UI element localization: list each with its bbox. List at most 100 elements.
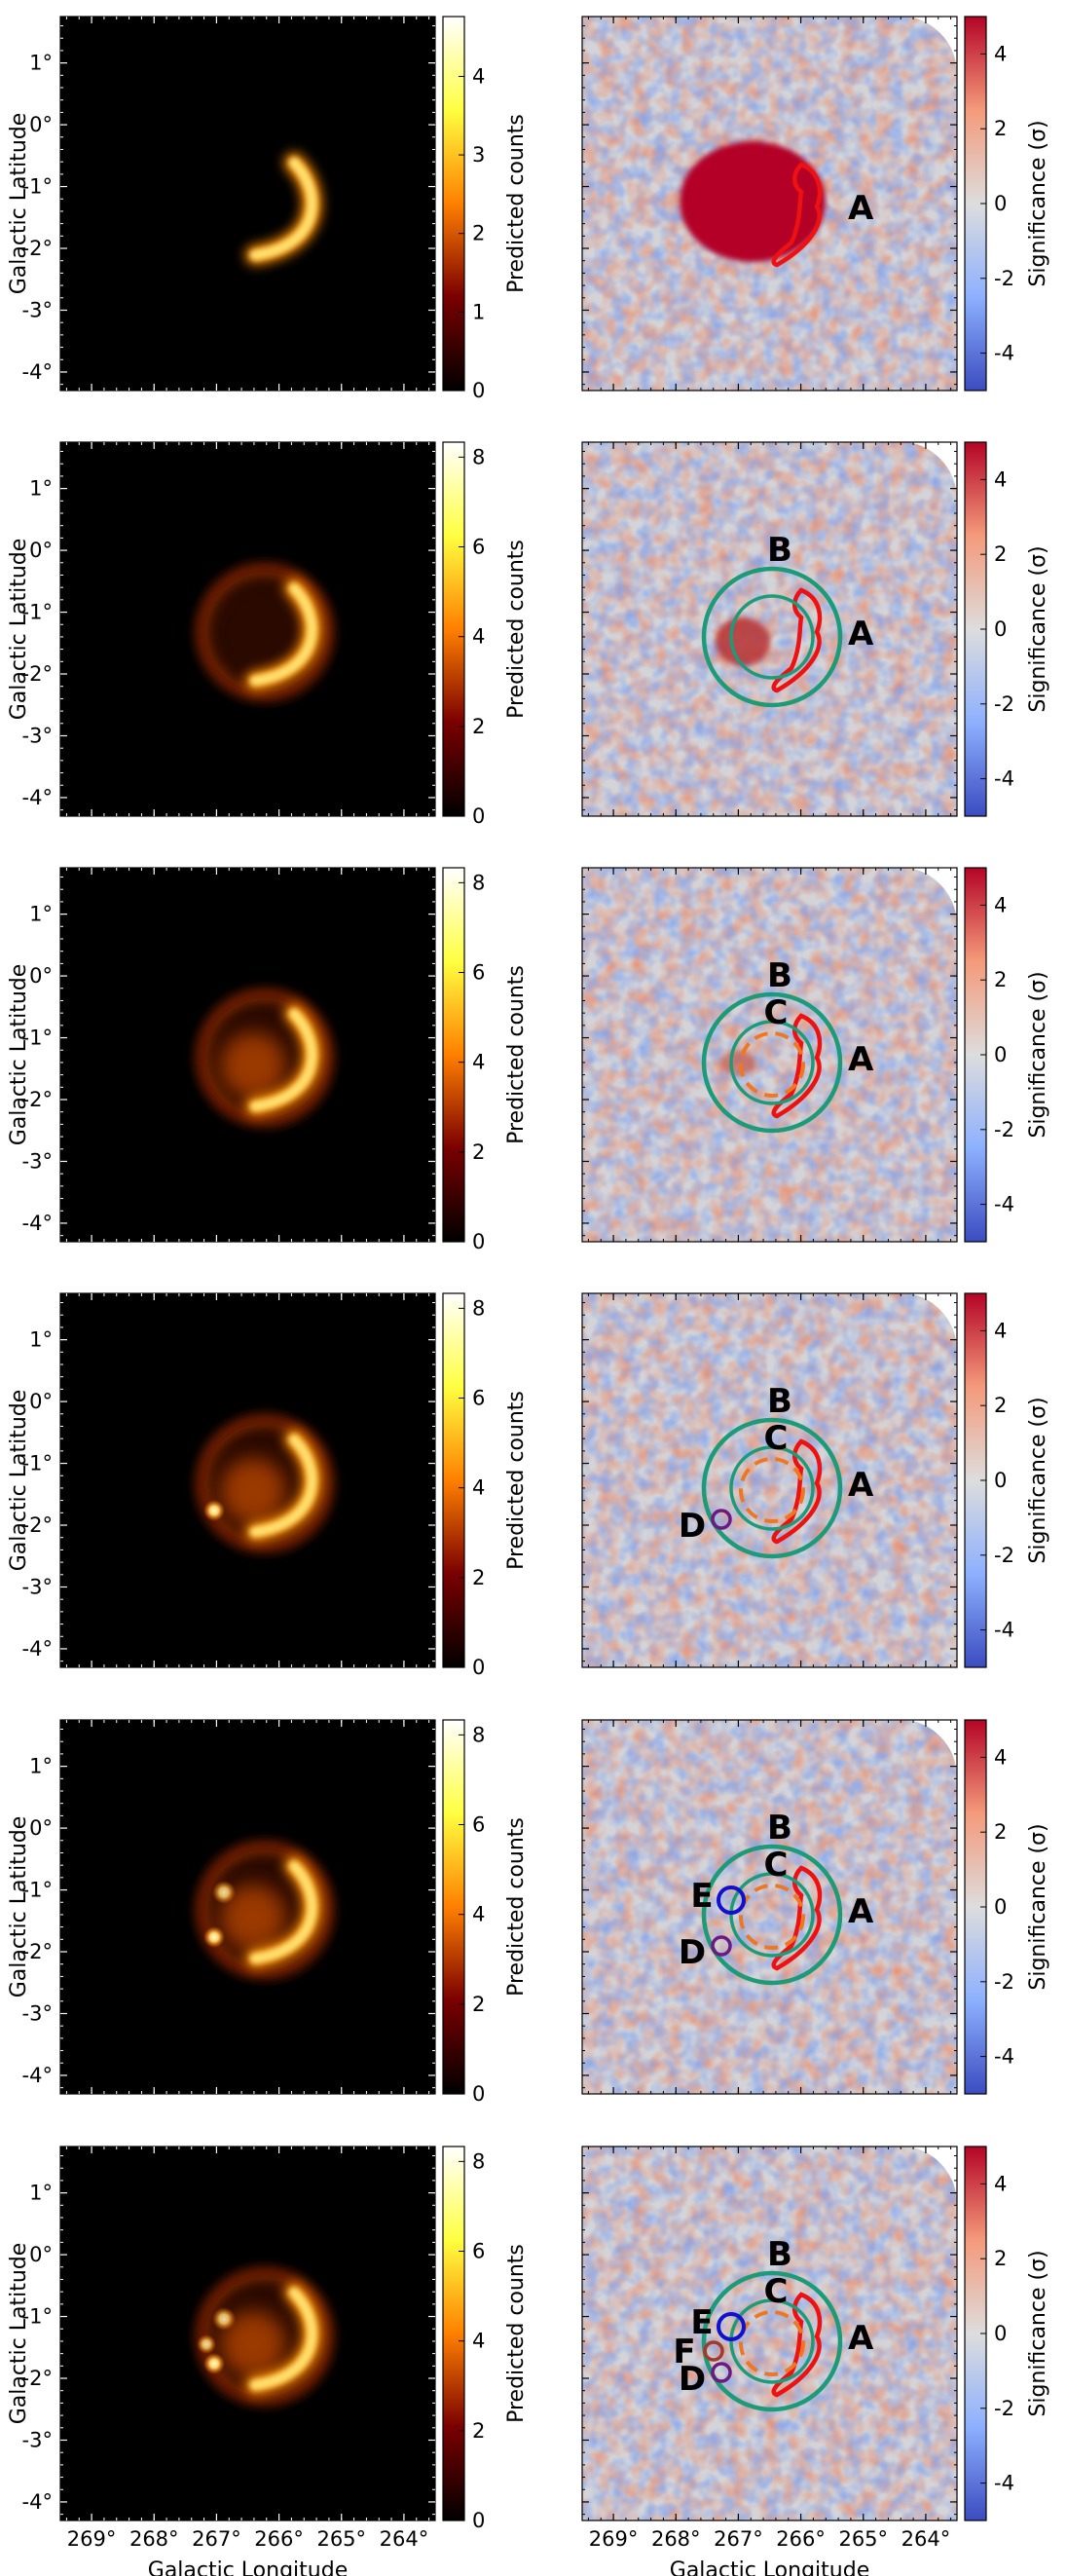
contour-a (771, 1013, 823, 1119)
left-panel-row-5: 1° 0° -1° -2° -3° -4° Galactic Latitude 0 2 4 6 8 Pr… (7, 1719, 529, 2106)
y-tick-label: -3° (22, 1149, 53, 1173)
colorbar-tick-label: 3 (472, 143, 485, 167)
model-crescent-a (249, 582, 317, 687)
colorbar-tick-label: -4 (994, 767, 1014, 791)
axes-frame (581, 441, 958, 817)
right-panel-row-2: A B -4 -2 0 2 4 Significance (σ) (581, 441, 1050, 817)
x-tick-label: 267° (714, 2527, 763, 2551)
colorbar-tick-label: 6 (472, 536, 485, 559)
residual-negative-fluctuations (582, 442, 957, 816)
x-tick-label: 269° (67, 2527, 117, 2551)
right-panel-row-6: A BC DEF 269° 268° 267° 266° 265° 264° -4 -2 0 2 4 Sig… (581, 2146, 1050, 2551)
label-e: E (690, 1877, 713, 1916)
colorbar-tick-label: 2 (472, 1993, 485, 2016)
colorbar-tick-label: 0 (994, 1469, 1007, 1492)
circle-b-inner (729, 1020, 815, 1105)
colorbar-tick-label: 2 (472, 1140, 485, 1164)
x-tick-label: 269° (589, 2527, 639, 2551)
y-tick-label: -1° (22, 601, 53, 624)
y-tick-label: 1° (29, 903, 53, 926)
y-tick-label: -1° (22, 2305, 53, 2329)
colorbar-label: Predicted counts (504, 965, 529, 1144)
left-panel-row-1: 1° 0° -1° -2° -3° -4° Galactic Latitude 0 1 2 3 4 Pr… (7, 16, 529, 402)
colorbar-tick-label: -2 (994, 1970, 1014, 1994)
model-map (245, 153, 322, 265)
label-c: C (764, 2272, 789, 2311)
label-b: B (767, 1809, 792, 1848)
model-crescent-a (249, 157, 317, 261)
x-tick-label: 265° (316, 2527, 366, 2551)
y-tick-label: 0° (29, 964, 53, 988)
residual-excess (680, 141, 826, 262)
x-axis-label-right: Galactic Longitude (670, 2558, 869, 2576)
circle-b (701, 2270, 843, 2412)
colorbar-tick-label: 0 (994, 2322, 1007, 2345)
model-crescent-a (249, 1860, 317, 1964)
model-crescent-a (249, 1008, 317, 1112)
colorbar-tick-label: -4 (994, 2472, 1014, 2495)
left-panel-row-6: 269° 268° 267° 266° 265° 264° 1° 0° -1° -2° -3° -4°… (7, 2146, 529, 2551)
y-tick-label: -4° (22, 1637, 53, 1661)
model-disk-c (220, 2311, 286, 2377)
colorbar-tick-label: 8 (472, 1296, 485, 1320)
colorbar-tick-label: 8 (472, 2149, 485, 2173)
label-a: A (848, 1040, 874, 1079)
colorbar-tick-label: -2 (994, 1544, 1014, 1567)
model-map (197, 1842, 333, 1978)
y-axis-label: Galactic Latitude (7, 539, 31, 721)
y-tick-label: -3° (22, 1575, 53, 1598)
y-tick-label: -1° (22, 1879, 53, 1902)
model-disk-c (220, 1885, 286, 1951)
x-tick-label: 267° (192, 2527, 241, 2551)
residual-excess (716, 617, 770, 666)
contour-a (771, 1438, 823, 1545)
colorbar-tick-label: 4 (994, 893, 1007, 916)
model-source-d (203, 1500, 225, 1521)
residual-map (582, 868, 957, 1242)
y-tick-label: -1° (22, 1027, 53, 1050)
axes-frame (581, 1719, 958, 2095)
label-d: D (679, 2360, 706, 2399)
model-source-e (212, 2307, 236, 2331)
y-tick-label: 0° (29, 539, 53, 562)
x-axis-label-left: Galactic Longitude (148, 2558, 348, 2576)
colorbar-tick-label: 6 (472, 2240, 485, 2263)
colorbar-tick-label: 4 (994, 2172, 1007, 2195)
residual-negative-fluctuations (582, 868, 957, 1242)
circle-b-inner (729, 1445, 815, 1531)
circle-b (701, 1844, 843, 1986)
colorbar-tick-label: -4 (994, 1193, 1014, 1216)
y-tick-label: 0° (29, 113, 53, 136)
axes-frame (59, 1292, 436, 1668)
x-tick-label: 264° (901, 2527, 951, 2551)
colorbar-tick-label: 2 (472, 2419, 485, 2443)
residual-map (582, 2147, 957, 2520)
circle-e (717, 1885, 746, 1915)
colorbar-tick-label: 4 (994, 467, 1007, 491)
colorbar-tick-label: 4 (472, 625, 485, 649)
colorbar-tick-label: 8 (472, 1723, 485, 1746)
right-panel-row-3: A BC -4 -2 0 2 4 Significance (σ) (581, 867, 1050, 1243)
y-tick-label: 1° (29, 2182, 53, 2205)
colorbar-label: Predicted counts (504, 1391, 529, 1570)
colorbar-label: Predicted counts (504, 1817, 529, 1997)
residual-map (582, 17, 957, 391)
y-tick-label: 1° (29, 1328, 53, 1352)
model-disk-c (220, 1458, 286, 1524)
model-map-background (60, 17, 435, 391)
axes-frame (581, 16, 958, 392)
colorbar-tick-label: 0 (472, 379, 485, 402)
label-b: B (767, 531, 792, 570)
model-map (197, 989, 333, 1126)
axes-frame (59, 2146, 436, 2521)
y-tick-label: -3° (22, 724, 53, 747)
colorbar-tick-label: 2 (472, 1566, 485, 1589)
colorbar-label: Significance (σ) (1026, 120, 1050, 286)
colorbar-tick-label: 0 (994, 1043, 1007, 1066)
circle-f (703, 2340, 724, 2362)
colorbar-tick-label: 2 (994, 1394, 1007, 1417)
circle-b (701, 1417, 843, 1559)
colorbar-tick-label: 2 (994, 117, 1007, 140)
y-tick-label: -4° (22, 786, 53, 809)
colorbar-tick-label: 4 (472, 1476, 485, 1500)
